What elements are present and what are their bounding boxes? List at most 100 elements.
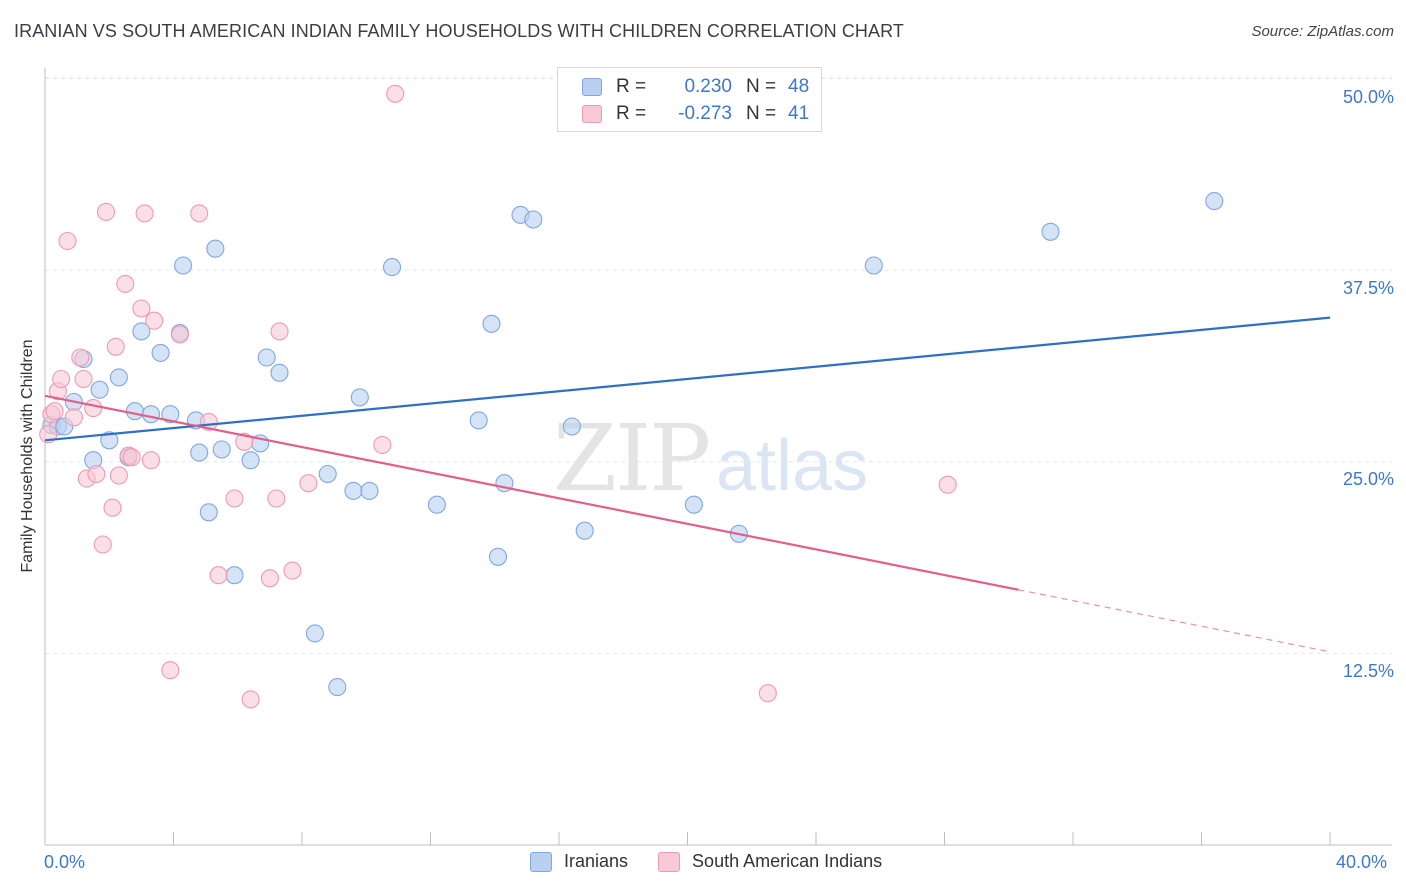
south-american-indians-point (74, 369, 93, 389)
iranians-point (151, 343, 170, 362)
legend-label: Iranians (564, 851, 629, 871)
south-american-indians-point (267, 489, 286, 508)
zipatlas-watermark: ZIP atlas (553, 405, 868, 512)
iranians-point (488, 547, 508, 566)
r-value: 0.230 (684, 76, 732, 97)
south-american-indians-point (386, 84, 405, 103)
watermark-atlas: atlas (716, 426, 868, 506)
series-legend: Iranians South American Indians (530, 851, 912, 872)
south-american-indians-trend-line (44, 394, 1019, 591)
iranians-point (241, 451, 260, 470)
south-american-indians-point (145, 311, 164, 330)
iranians-point (270, 363, 289, 382)
iranians-point (225, 566, 244, 585)
iranians-point (328, 678, 347, 697)
iranians-point (318, 464, 337, 484)
iranians-point (1205, 192, 1224, 211)
iranians-point (109, 368, 128, 387)
iranians-point (575, 521, 594, 540)
legend-row-iranians: R = 0.230 N = 48 (582, 74, 809, 100)
south-american-indians-point (758, 684, 777, 703)
n-value: 41 (788, 103, 810, 124)
iranians-point (344, 481, 363, 500)
r-label: R = (616, 76, 647, 97)
y-axis-label: Family Households with Children (19, 339, 36, 573)
south-american-indians-point (373, 435, 392, 454)
iranians-point (427, 495, 446, 514)
iranians-point (469, 411, 488, 430)
south-american-indians-point (52, 369, 71, 389)
south-american-indians-trend-extension (1018, 589, 1331, 653)
south-american-indians-point (135, 204, 154, 223)
legend-label: South American Indians (692, 851, 883, 871)
south-american-indians-point (109, 466, 128, 485)
south-american-indians-point (260, 569, 279, 588)
south-american-indians-point (299, 474, 318, 493)
south-american-indians-point (39, 425, 58, 444)
iranians-point (125, 402, 144, 421)
iranians-point (524, 210, 543, 229)
south-american-indians-point (209, 566, 228, 585)
iranians-swatch (582, 78, 602, 96)
iranians-point (100, 431, 119, 450)
south-american-indians-point (170, 325, 189, 344)
r-value: -0.273 (678, 103, 732, 124)
axes (44, 68, 1392, 846)
south-american-indians-point (190, 204, 209, 223)
r-label: R = (616, 103, 647, 124)
south-american-indians-point (270, 322, 289, 341)
iranians-point (1041, 222, 1060, 241)
iranians-point (360, 481, 379, 500)
south-american-indians-point (103, 498, 122, 517)
y-tick-label: 50.0% (1342, 87, 1394, 107)
south-american-indians-point (106, 337, 125, 356)
south-american-indians-point (64, 408, 83, 427)
y-tick-label: 37.5% (1342, 278, 1394, 298)
x-axis-max-label: 40.0% (1336, 852, 1388, 872)
y-tick-label: 25.0% (1342, 469, 1394, 489)
iranians-point (174, 256, 193, 275)
iranians-point (864, 256, 883, 275)
chart-title: IRANIAN VS SOUTH AMERICAN INDIAN FAMILY … (14, 21, 904, 41)
south-american-indians-point (116, 274, 135, 293)
legend-item-iranians[interactable]: Iranians (530, 851, 628, 872)
iranians-point (90, 380, 109, 399)
iranians-point (212, 440, 231, 459)
south-american-indians-point (93, 535, 112, 554)
gridlines (45, 77, 1392, 654)
south-american-indians-point (141, 451, 161, 470)
south-american-indians-point (45, 402, 64, 421)
iranians-point (305, 624, 324, 643)
south-american-indians-point (87, 464, 106, 484)
iranians-point (382, 258, 402, 277)
n-label: N = (746, 103, 777, 124)
iranians-points (42, 192, 1224, 697)
south-american-indians-points (39, 84, 957, 709)
south-american-indians-point (241, 690, 260, 709)
iranians-point (482, 314, 501, 333)
iranians-point (141, 405, 161, 424)
iranians-point (684, 495, 703, 514)
iranians-point (350, 388, 369, 407)
iranians-point (132, 322, 151, 341)
south-american-indians-point (122, 448, 141, 467)
trend-lines (44, 316, 1331, 653)
south-american-indians-point (71, 348, 90, 367)
iranians-point (206, 239, 225, 258)
south-american-indians-point (132, 299, 151, 318)
stats-legend: R = 0.230 N = 48 R = -0.273 N = 41 (557, 67, 822, 132)
south-american-indians-point (938, 475, 957, 494)
iranians-point (161, 405, 180, 424)
south-american-indians-swatch (658, 851, 681, 872)
source-label: Source: ZipAtlas.com (1251, 23, 1394, 40)
iranians-point (562, 417, 581, 436)
south-american-indians-swatch (582, 105, 602, 123)
south-american-indians-point (96, 202, 116, 221)
south-american-indians-point (235, 432, 254, 451)
south-american-indians-point (58, 231, 77, 251)
iranians-point (199, 503, 218, 522)
south-american-indians-point (84, 399, 103, 418)
iranians-trend-line (44, 316, 1331, 442)
legend-item-south-american-indians[interactable]: South American Indians (658, 851, 882, 872)
